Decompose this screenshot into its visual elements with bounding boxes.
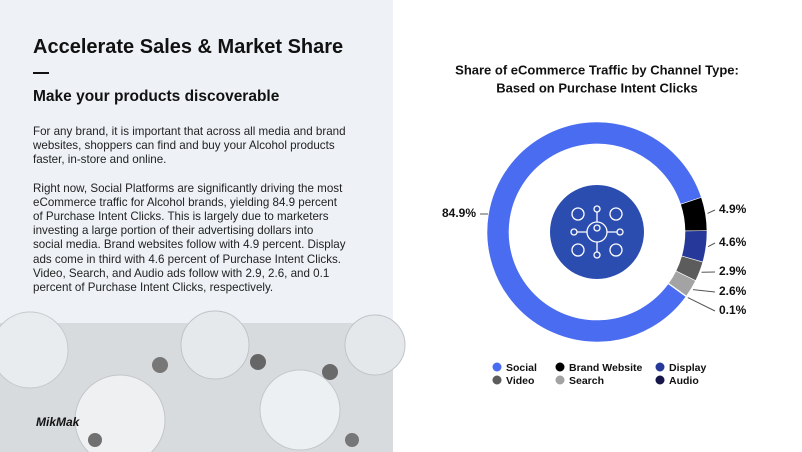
chart-subtitle: Based on Purchase Intent Clicks bbox=[496, 80, 698, 95]
legend-swatch bbox=[555, 375, 565, 385]
text-line: Right now, Social Platforms are signific… bbox=[33, 181, 343, 195]
text-line: Video, Search, and Audio ads follow with… bbox=[33, 266, 330, 280]
body-text: For any brand, it is important that acro… bbox=[33, 125, 346, 309]
legend-swatch bbox=[492, 362, 502, 372]
leader-line bbox=[692, 289, 716, 293]
legend-label: Display bbox=[669, 362, 707, 374]
subheading: Make your products discoverable bbox=[33, 88, 280, 105]
leader-line bbox=[707, 242, 716, 248]
data-label: 2.6% bbox=[719, 284, 747, 298]
data-label: 4.9% bbox=[719, 202, 747, 216]
legend-label: Audio bbox=[669, 375, 699, 387]
legend-swatch bbox=[655, 362, 665, 372]
legend-label: Video bbox=[506, 375, 534, 387]
legend-swatch bbox=[555, 362, 565, 372]
chart-title: Share of eCommerce Traffic by Channel Ty… bbox=[455, 62, 739, 77]
legend-label: Brand Website bbox=[569, 362, 642, 374]
divider bbox=[33, 72, 49, 74]
paragraph: For any brand, it is important that acro… bbox=[33, 125, 346, 168]
data-label: 84.9% bbox=[442, 206, 476, 220]
center-icon bbox=[550, 185, 644, 279]
text-line: social media. Brand websites follow with… bbox=[33, 238, 346, 252]
data-label: 4.6% bbox=[719, 235, 747, 249]
text-line: ads come in third with 4.6 percent of Pu… bbox=[33, 252, 342, 266]
text-line: eCommerce traffic for Alcohol brands, yi… bbox=[33, 195, 337, 209]
text-line: of Purchase Intent Clicks. This is large… bbox=[33, 210, 329, 224]
legend-label: Social bbox=[506, 362, 537, 374]
donut-segment bbox=[667, 282, 687, 298]
legend: Social Brand Website Display Video Search Aud… bbox=[492, 362, 707, 387]
leader-line bbox=[707, 209, 716, 214]
paragraph: Right now, Social Platforms are signific… bbox=[33, 182, 346, 296]
logo: MikMak bbox=[36, 415, 81, 429]
text-line: investing a large portion of their adver… bbox=[33, 224, 314, 238]
donut-segment bbox=[486, 121, 702, 343]
data-label: 2.9% bbox=[719, 264, 747, 278]
text-line: websites, shoppers can find and buy your… bbox=[33, 139, 335, 153]
text-line: percent of Purchase Intent Clicks, respe… bbox=[33, 281, 274, 295]
data-label: 0.1% bbox=[719, 303, 747, 317]
legend-swatch bbox=[655, 375, 665, 385]
photo bbox=[0, 310, 406, 452]
text-line: For any brand, it is important that acro… bbox=[33, 125, 346, 138]
leader-line bbox=[687, 297, 716, 312]
legend-swatch bbox=[492, 375, 502, 385]
heading: Accelerate Sales & Market Share bbox=[33, 36, 344, 58]
donut bbox=[486, 121, 708, 343]
text-panel: Accelerate Sales & Market Share Make you… bbox=[0, 0, 393, 323]
text-line: faster, in-store and online. bbox=[33, 153, 167, 167]
legend-label: Search bbox=[569, 375, 604, 387]
